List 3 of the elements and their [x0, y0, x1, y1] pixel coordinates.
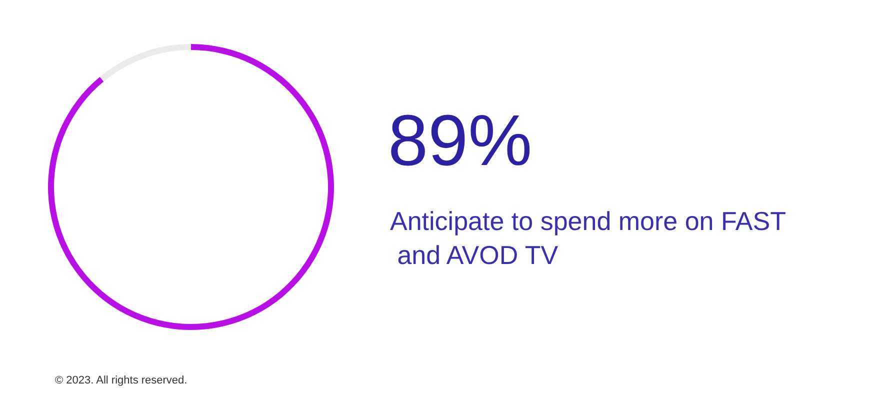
text: © 2023. All rights reserved. [55, 374, 188, 386]
text: Anticipate to spend more on FAST and AVOD TV [390, 206, 786, 270]
text: 89% [388, 101, 532, 181]
